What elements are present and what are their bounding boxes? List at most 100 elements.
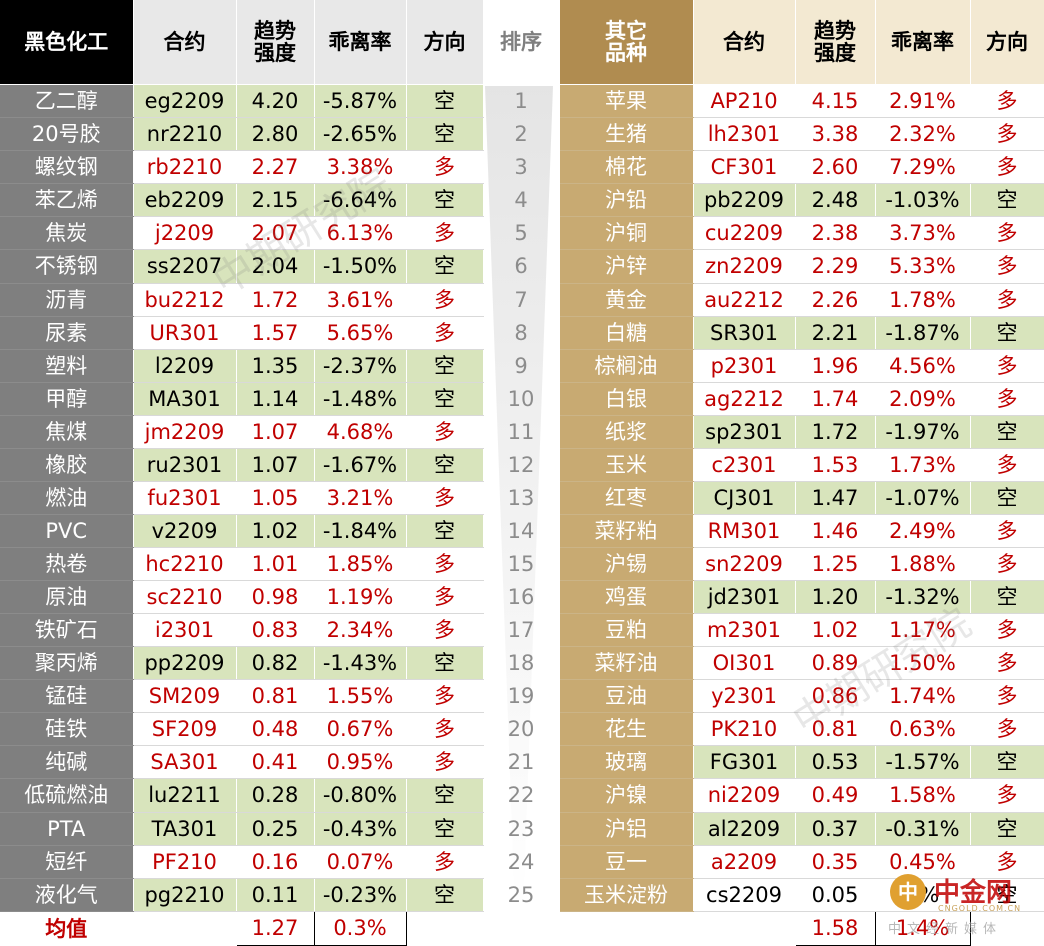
right-direction: 空	[970, 415, 1044, 449]
left-contract-code: j2209	[133, 216, 237, 251]
right-trend-strength: 2.26	[795, 283, 876, 317]
right-group-header: 其它 品种	[559, 0, 694, 86]
rank-number: 13	[483, 481, 560, 515]
right-trend-strength: 0.37	[795, 812, 876, 846]
right-trend-strength: 0.86	[795, 679, 876, 714]
right-deviation-rate: 0.45%	[875, 845, 971, 879]
right-commodity-name: 菜籽油	[559, 646, 694, 681]
left-direction: 多	[406, 283, 484, 317]
left-average-deviation: 0.3%	[313, 911, 407, 946]
left-direction: 空	[406, 183, 484, 218]
right-contract-code: ag2212	[693, 382, 796, 416]
left-deviation-rate: -1.84%	[314, 514, 407, 549]
left-deviation-header: 乖离率	[314, 0, 407, 86]
left-contract-code: TA301	[133, 812, 237, 846]
left-direction-header: 方向	[406, 0, 484, 86]
table-row: 甲醇 MA301 1.14 -1.48% 空 10 白银 ag2212 1.74 2.09% 多	[0, 382, 1044, 416]
right-contract-code: CJ301	[693, 481, 796, 515]
table-row: 聚丙烯 pp2209 0.82 -1.43% 空 18 菜籽油 OI301 0.89 1.50% 多	[0, 646, 1044, 681]
right-direction: 多	[970, 613, 1044, 648]
left-contract-code: eb2209	[133, 183, 237, 218]
left-deviation-rate: -5.87%	[314, 84, 407, 119]
left-contract-code: jm2209	[133, 415, 237, 449]
right-commodity-name: 玉米	[559, 448, 694, 482]
right-trend-strength: 0.81	[795, 712, 876, 747]
left-direction: 多	[406, 547, 484, 582]
right-commodity-name: 纸浆	[559, 415, 694, 449]
left-commodity-name: 短纤	[0, 845, 134, 879]
right-deviation-rate: 1.50%	[875, 646, 971, 681]
right-direction: 多	[970, 679, 1044, 714]
logo-mark-icon: 中	[890, 874, 926, 910]
table-row: 苯乙烯 eb2209 2.15 -6.64% 空 4 沪铅 pb2209 2.48 -1.03% 空	[0, 183, 1044, 218]
right-deviation-rate: 2.91%	[875, 84, 971, 119]
table-row: 沥青 bu2212 1.72 3.61% 多 7 黄金 au2212 2.26 1.78% 多	[0, 283, 1044, 317]
right-direction: 多	[970, 249, 1044, 284]
left-trend-strength: 1.14	[236, 382, 315, 416]
rank-number: 19	[483, 679, 560, 713]
table-row: 硅铁 SF209 0.48 0.67% 多 20 花生 PK210 0.81 0.63% 多	[0, 712, 1044, 747]
left-contract-code: rb2210	[133, 150, 237, 185]
right-direction: 多	[970, 84, 1044, 119]
right-trend-strength: 0.05	[795, 878, 876, 913]
right-trend-strength: 1.74	[795, 382, 876, 416]
left-trend-strength: 1.35	[236, 349, 315, 383]
right-trend-strength: 4.15	[795, 84, 876, 119]
left-trend-strength: 2.04	[236, 249, 315, 284]
left-direction: 空	[406, 878, 484, 913]
left-commodity-name: 锰硅	[0, 679, 134, 714]
left-contract-code: ru2301	[133, 448, 237, 482]
left-deviation-rate: 1.55%	[314, 679, 407, 714]
right-commodity-name: 苹果	[559, 84, 694, 119]
left-direction: 空	[406, 382, 484, 416]
left-commodity-name: PVC	[0, 514, 134, 549]
left-commodity-name: 液化气	[0, 878, 134, 913]
left-direction: 空	[406, 448, 484, 482]
header-row: 黑色化工 合约 趋势 强度 乖离率 方向 排序 其它 品种 合约 趋势 强度 乖…	[0, 0, 1044, 86]
left-direction: 多	[406, 712, 484, 747]
right-deviation-rate: -1.03%	[875, 183, 971, 218]
table-row: 原油 sc2210 0.98 1.19% 多 16 鸡蛋 jd2301 1.20 -1.32% 空	[0, 580, 1044, 615]
left-contract-code: lu2211	[133, 778, 237, 813]
left-trend-strength: 0.25	[236, 812, 315, 846]
left-commodity-name: 燃油	[0, 481, 134, 515]
left-commodity-name: 硅铁	[0, 712, 134, 747]
right-commodity-name: 沪铅	[559, 183, 694, 218]
right-deviation-header: 乖离率	[875, 0, 971, 86]
left-commodity-name: 不锈钢	[0, 249, 134, 284]
table-row: 焦炭 j2209 2.07 6.13% 多 5 沪铜 cu2209 2.38 3.73% 多	[0, 216, 1044, 251]
right-contract-code: OI301	[693, 646, 796, 681]
right-contract-code: PK210	[693, 712, 796, 747]
left-deviation-rate: 3.61%	[314, 283, 407, 317]
right-direction: 多	[970, 514, 1044, 549]
right-commodity-name: 黄金	[559, 283, 694, 317]
right-commodity-name: 菜籽粕	[559, 514, 694, 549]
right-trend-strength: 0.35	[795, 845, 876, 879]
right-deviation-rate: 7.29%	[875, 150, 971, 185]
right-contract-code: lh2301	[693, 117, 796, 152]
right-direction: 多	[970, 216, 1044, 251]
right-contract-code: jd2301	[693, 580, 796, 615]
footer-blank	[406, 911, 484, 946]
logo-site: CNGOLD.COM.CN	[938, 904, 1022, 913]
right-commodity-name: 鸡蛋	[559, 580, 694, 615]
right-deviation-rate: 0.63%	[875, 712, 971, 747]
table-row: 热卷 hc2210 1.01 1.85% 多 15 沪锡 sn2209 1.25 1.88% 多	[0, 547, 1044, 582]
left-direction: 空	[406, 514, 484, 549]
right-commodity-name: 沪镍	[559, 778, 694, 813]
left-deviation-rate: -1.67%	[314, 448, 407, 482]
rank-number: 3	[483, 150, 560, 184]
left-trend-strength: 2.07	[236, 216, 315, 251]
rank-number: 8	[483, 316, 560, 350]
logo-name: 中金网	[934, 878, 1013, 908]
left-deviation-rate: 6.13%	[314, 216, 407, 251]
left-trend-strength: 1.01	[236, 547, 315, 582]
rank-number: 7	[483, 283, 560, 317]
right-trend-header: 趋势 强度	[795, 0, 876, 86]
right-commodity-name: 豆油	[559, 679, 694, 714]
left-trend-strength: 1.02	[236, 514, 315, 549]
right-trend-strength: 0.53	[795, 745, 876, 780]
left-deviation-rate: 1.19%	[314, 580, 407, 615]
table-row: 焦煤 jm2209 1.07 4.68% 多 11 纸浆 sp2301 1.72 -1.97% 空	[0, 415, 1044, 449]
